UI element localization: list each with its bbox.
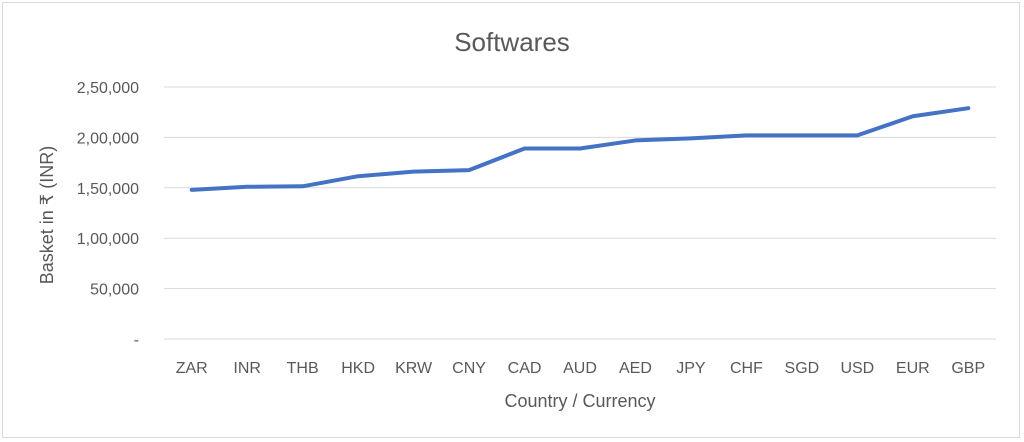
y-tick-label: 50,000: [90, 282, 139, 299]
y-tick-label: 2,00,000: [77, 130, 139, 147]
x-tick-label: CAD: [508, 360, 542, 377]
x-tick-label: JPY: [676, 360, 706, 377]
y-tick-label: 1,00,000: [77, 231, 139, 248]
gridlines: [164, 86, 996, 340]
x-axis-title: Country / Currency: [504, 391, 655, 411]
x-tick-label: HKD: [341, 360, 375, 377]
x-axis-ticks: ZAR INR THB HKD KRW CNY CAD AUD AED JPY CHF SGD USD E…: [176, 360, 985, 377]
x-tick-label: SGD: [785, 360, 820, 377]
x-tick-label: USD: [840, 360, 874, 377]
chart-title: Softwares: [454, 27, 570, 57]
series-line: [189, 106, 971, 192]
x-tick-label: ZAR: [176, 360, 208, 377]
x-tick-label: CHF: [730, 360, 763, 377]
x-tick-label: AUD: [563, 360, 597, 377]
x-tick-label: CNY: [452, 360, 486, 377]
y-tick-label: 1,50,000: [77, 181, 139, 198]
line-chart: Softwares - 50,000 1,00,000 1,50,000 2,00,00…: [37, 27, 996, 411]
y-axis-ticks: - 50,000 1,00,000 1,50,000 2,00,000 2,50,000: [77, 80, 139, 349]
x-tick-label: THB: [287, 360, 319, 377]
x-tick-label: EUR: [896, 360, 930, 377]
series-layer: [189, 106, 971, 192]
x-tick-label: GBP: [951, 360, 985, 377]
x-tick-label: KRW: [395, 360, 433, 377]
x-tick-label: INR: [233, 360, 261, 377]
x-tick-label: AED: [619, 360, 652, 377]
y-tick-label: 2,50,000: [77, 80, 139, 97]
y-tick-label: -: [134, 332, 139, 349]
y-axis-title: Basket in ₹ (INR): [37, 146, 57, 284]
